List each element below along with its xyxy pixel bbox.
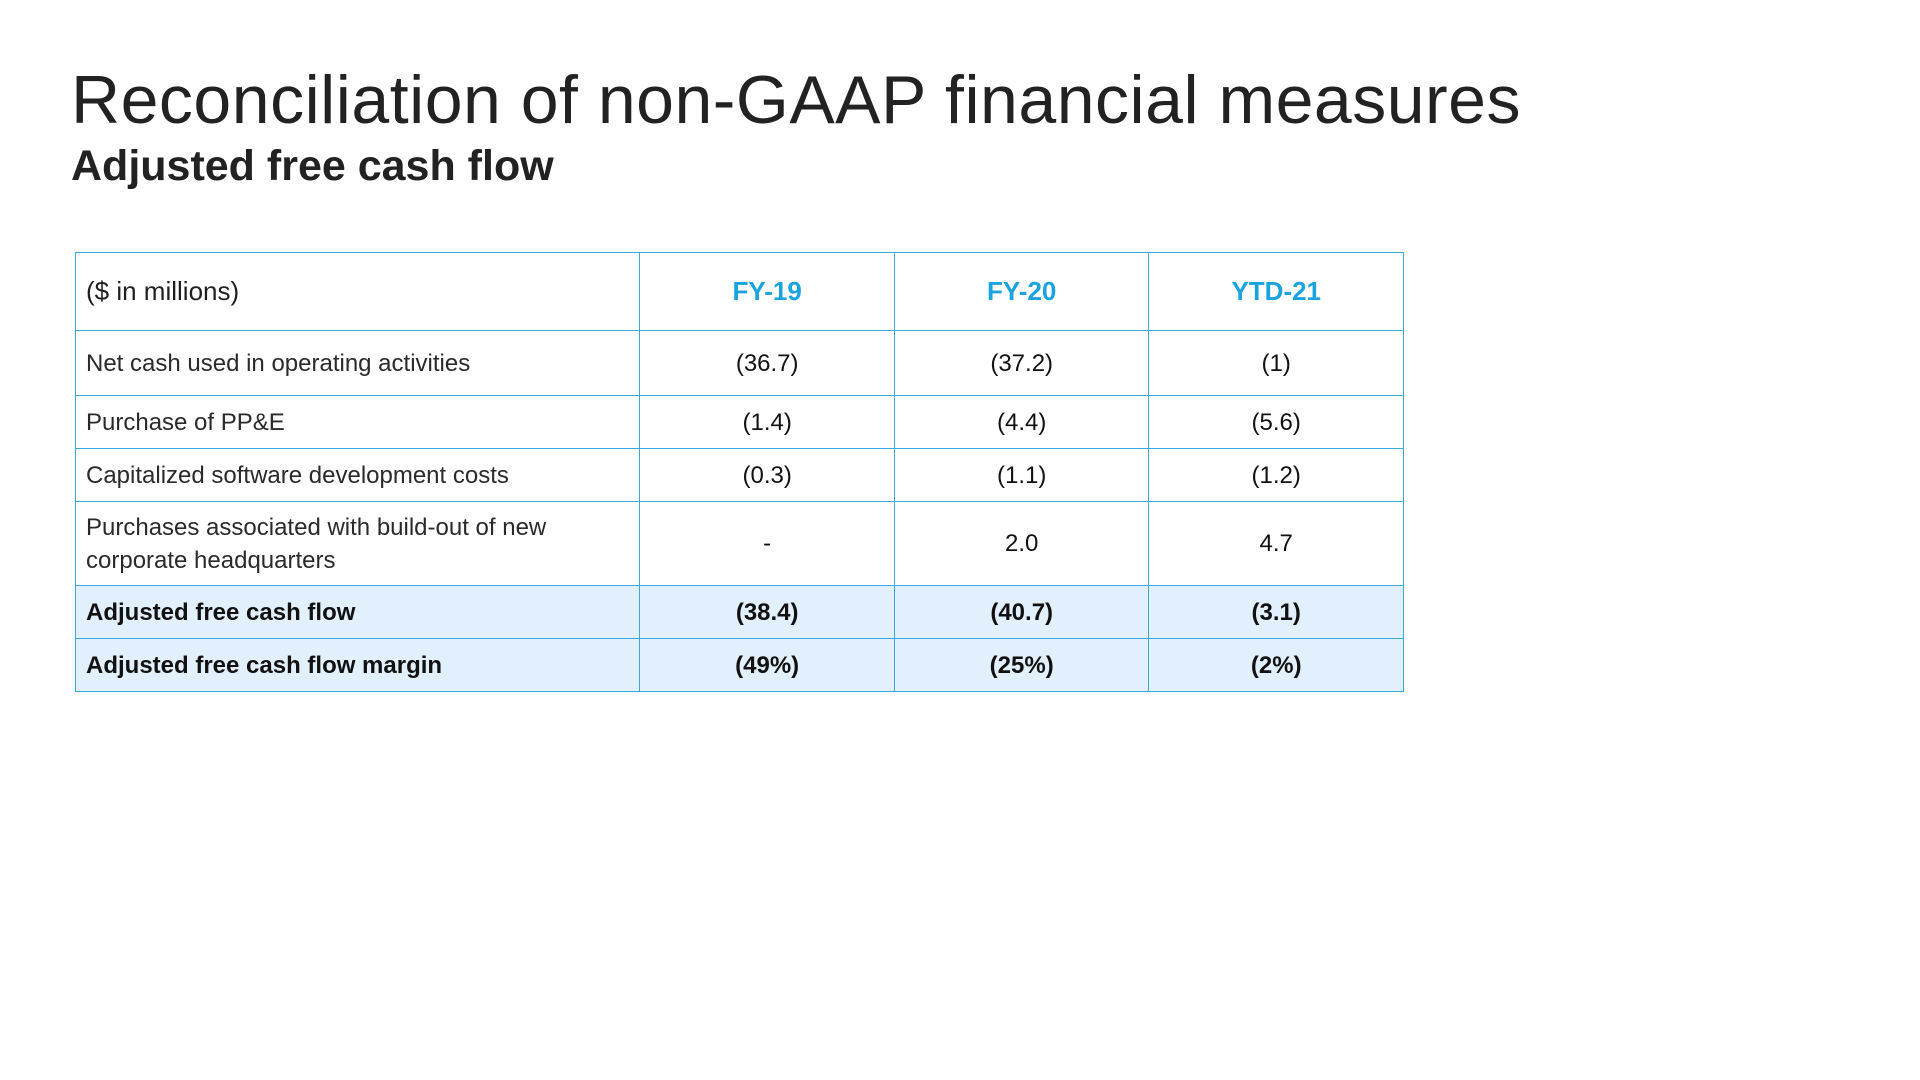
cell-value: (5.6): [1148, 395, 1404, 449]
table-row-adjusted-fcf: Adjusted free cash flow (38.4) (40.7) (3…: [74, 585, 1404, 639]
cell-value: 2.0: [893, 501, 1150, 586]
cell-value: (1.1): [893, 448, 1150, 502]
table-row-software: Capitalized software development costs (…: [74, 448, 1404, 502]
cell-value: (40.7): [893, 585, 1150, 639]
cell-value: (3.1): [1148, 585, 1404, 639]
page-subtitle: Adjusted free cash flow: [71, 142, 554, 190]
cell-value: (1.4): [639, 395, 895, 449]
cell-value: -: [639, 501, 895, 586]
row-label: Capitalized software development costs: [74, 448, 641, 502]
cell-value: (36.7): [639, 330, 895, 396]
cell-value: (0.3): [639, 448, 895, 502]
cell-value: (49%): [639, 638, 895, 692]
page-title: Reconciliation of non-GAAP financial mea…: [71, 62, 1522, 138]
row-label: Net cash used in operating activities: [74, 330, 641, 396]
row-label: Adjusted free cash flow margin: [74, 638, 641, 692]
column-header-ytd21: YTD-21: [1148, 252, 1404, 331]
cell-value: 4.7: [1148, 501, 1404, 586]
unit-label: ($ in millions): [74, 252, 641, 331]
table-header-row: ($ in millions) FY-19 FY-20 YTD-21: [74, 252, 1404, 331]
row-label: Adjusted free cash flow: [74, 585, 641, 639]
column-header-fy20: FY-20: [893, 252, 1150, 331]
cell-value: (4.4): [893, 395, 1150, 449]
table-row-headquarters: Purchases associated with build-out of n…: [74, 501, 1404, 586]
row-label: Purchase of PP&E: [74, 395, 641, 449]
reconciliation-table: ($ in millions) FY-19 FY-20 YTD-21 Net c…: [74, 252, 1404, 692]
cell-value: (38.4): [639, 585, 895, 639]
column-header-fy19: FY-19: [639, 252, 895, 331]
cell-value: (25%): [893, 638, 1150, 692]
table-row-ppe: Purchase of PP&E (1.4) (4.4) (5.6): [74, 395, 1404, 449]
cell-value: (37.2): [893, 330, 1150, 396]
cell-value: (2%): [1148, 638, 1404, 692]
cell-value: (1): [1148, 330, 1404, 396]
cell-value: (1.2): [1148, 448, 1404, 502]
row-label: Purchases associated with build-out of n…: [74, 501, 641, 586]
table-row-net-cash: Net cash used in operating activities (3…: [74, 330, 1404, 396]
table-row-adjusted-fcf-margin: Adjusted free cash flow margin (49%) (25…: [74, 638, 1404, 692]
